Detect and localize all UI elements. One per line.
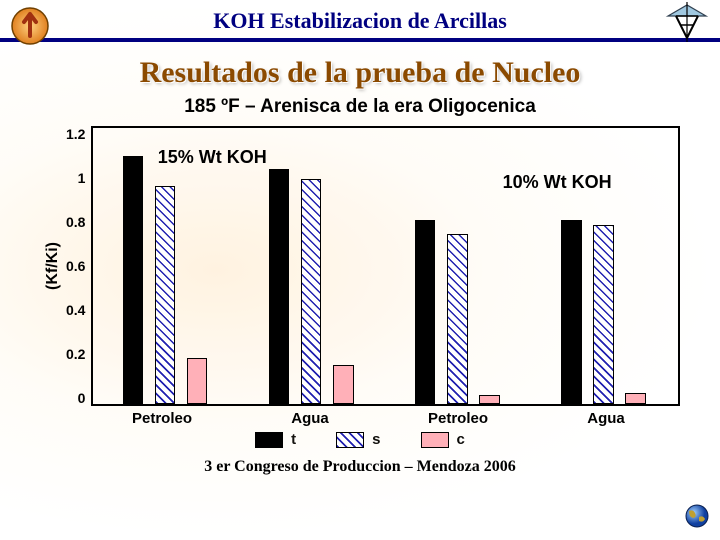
- y-tick: 0.4: [66, 302, 85, 318]
- logo-left-icon: [10, 6, 50, 51]
- bar-t: [415, 220, 435, 404]
- y-axis-label: (Kf/Ki): [40, 242, 66, 290]
- bar-group: [532, 128, 678, 404]
- legend-swatch: [336, 432, 364, 448]
- subtitle: Resultados de la prueba de Nucleo: [0, 56, 720, 90]
- bar-group: [386, 128, 532, 404]
- legend-label: t: [291, 431, 296, 448]
- globe-icon: [684, 503, 710, 534]
- plot-area: 15% Wt KOH 10% Wt KOH: [91, 126, 680, 406]
- legend-label: c: [457, 431, 465, 448]
- y-tick: 0.8: [66, 214, 85, 230]
- bar-t: [123, 156, 143, 404]
- legend-item-s: s: [336, 431, 380, 448]
- chart-annotation: 10% Wt KOH: [503, 172, 612, 193]
- legend-label: s: [372, 431, 380, 448]
- bar-c: [333, 365, 353, 404]
- chart-super-title: 185 ºF – Arenisca de la era Oligocenica: [0, 96, 720, 118]
- legend-item-c: c: [421, 431, 465, 448]
- page-title: KOH Estabilizacion de Arcillas: [60, 8, 660, 34]
- legend-swatch: [421, 432, 449, 448]
- x-tick-label: Agua: [532, 406, 680, 427]
- x-tick-label: Petroleo: [384, 406, 532, 427]
- legend-item-t: t: [255, 431, 296, 448]
- header-underline: [0, 38, 720, 42]
- x-axis: PetroleoAguaPetroleoAgua: [40, 406, 680, 427]
- bar-c: [187, 358, 207, 404]
- x-tick-label: Petroleo: [88, 406, 236, 427]
- y-tick: 1.2: [66, 126, 85, 142]
- logo-right-icon: [664, 2, 710, 47]
- bar-s: [301, 179, 321, 404]
- y-axis-ticks: 1.2 1 0.8 0.6 0.4 0.2 0: [66, 126, 91, 406]
- y-tick: 0.2: [66, 346, 85, 362]
- bar-s: [593, 225, 613, 404]
- bar-group: [93, 128, 239, 404]
- bar-group: [240, 128, 386, 404]
- legend: tsc: [0, 431, 720, 448]
- bar-t: [561, 220, 581, 404]
- bar-s: [155, 186, 175, 405]
- bar-c: [479, 395, 499, 404]
- chart-annotation: 15% Wt KOH: [158, 147, 267, 168]
- header: KOH Estabilizacion de Arcillas: [0, 0, 720, 48]
- bar-s: [447, 234, 467, 404]
- footer-text: 3 er Congreso de Produccion – Mendoza 20…: [0, 458, 720, 476]
- y-tick: 1: [78, 170, 86, 186]
- y-tick: 0.6: [66, 258, 85, 274]
- bar-c: [625, 393, 645, 405]
- legend-swatch: [255, 432, 283, 448]
- chart: (Kf/Ki) 1.2 1 0.8 0.6 0.4 0.2 0 15% Wt KOH 10% …: [40, 126, 680, 427]
- x-tick-label: Agua: [236, 406, 384, 427]
- y-tick: 0: [78, 390, 86, 406]
- bar-t: [269, 169, 289, 404]
